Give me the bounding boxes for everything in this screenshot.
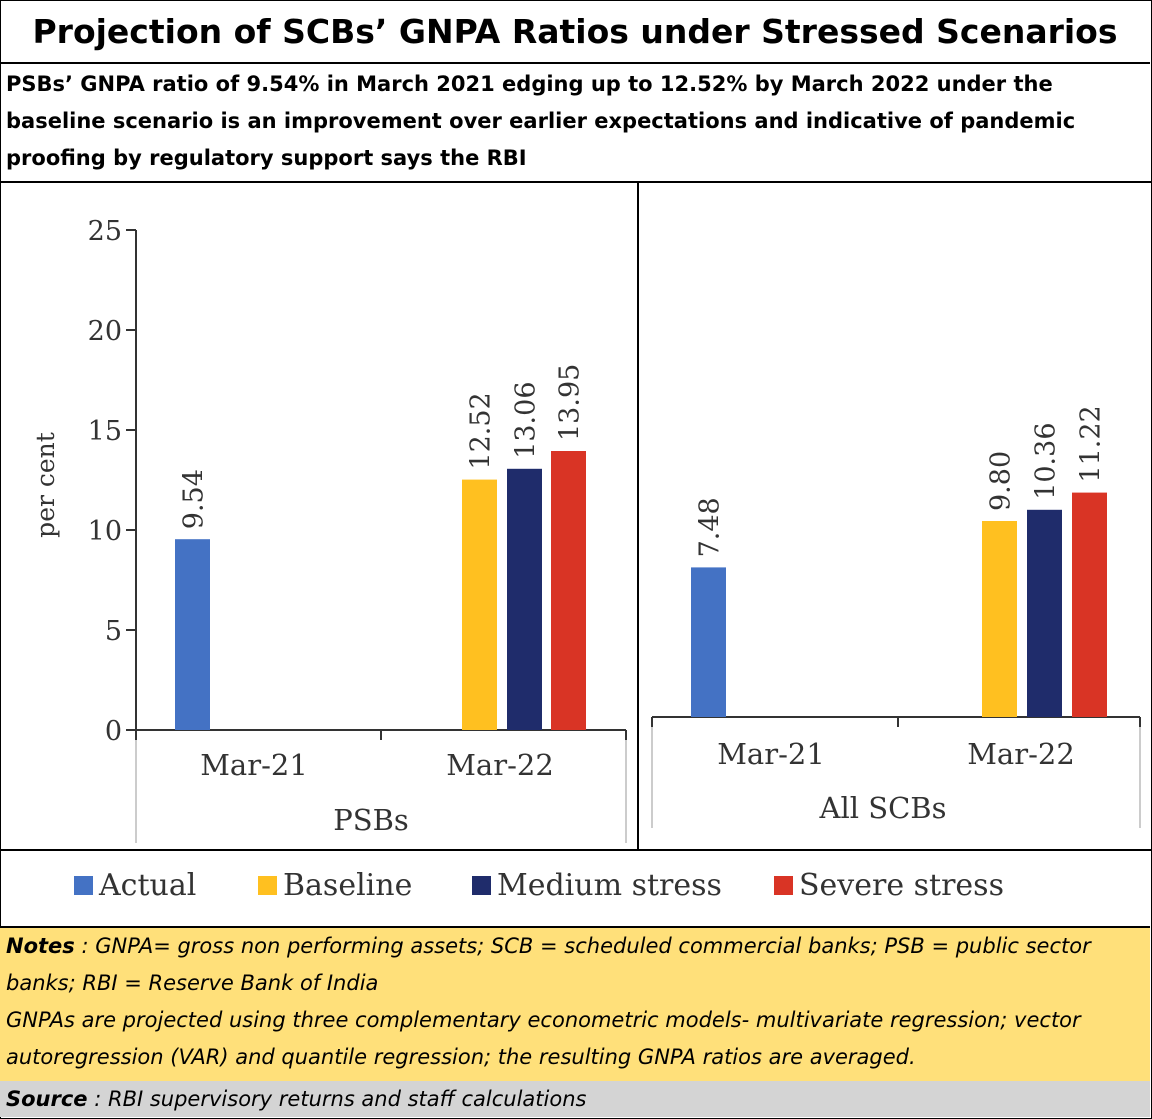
data-label-severe-stress-mar-22: 11.22 bbox=[1076, 405, 1107, 482]
y-tick-label: 5 bbox=[105, 616, 122, 647]
figure-subtitle: PSBs’ GNPA ratio of 9.54% in March 2021 … bbox=[6, 72, 1076, 170]
y-axis-label: per cent bbox=[31, 432, 60, 538]
source-text: : RBI supervisory returns and staff calc… bbox=[87, 1087, 587, 1111]
legend-swatch-severe-stress bbox=[774, 876, 793, 895]
bar-actual-mar-21 bbox=[175, 539, 210, 730]
bar-severe-stress-mar-22 bbox=[1072, 492, 1107, 717]
y-tick-label: 20 bbox=[88, 316, 122, 347]
legend-swatch-actual bbox=[74, 876, 93, 895]
chart-all-scbs: Mar-21 Mar-22 All SCBs 7.48 9.80 10.36 11.22 bbox=[651, 405, 1141, 828]
bar-actual-mar-21 bbox=[691, 567, 726, 717]
y-tick-label: 0 bbox=[105, 716, 122, 747]
data-label-medium-stress-mar-22: 10.36 bbox=[1031, 423, 1062, 500]
legend-label-actual: Actual bbox=[99, 868, 197, 903]
x-tick-label-mar-22: Mar-22 bbox=[967, 737, 1075, 771]
x-tick-label-mar-21: Mar-21 bbox=[200, 748, 308, 782]
legend-swatch-baseline bbox=[258, 876, 277, 895]
figure-title: Projection of SCBs’ GNPA Ratios under St… bbox=[0, 0, 1150, 64]
chart-bottom-divider bbox=[0, 849, 1152, 851]
legend-item-medium-stress: Medium stress bbox=[472, 868, 722, 903]
notes-definitions: Notes : GNPA= gross non performing asset… bbox=[0, 928, 1150, 1002]
bar-baseline-mar-22 bbox=[982, 521, 1017, 717]
x-tick-label-mar-22: Mar-22 bbox=[446, 748, 554, 782]
bar-medium-stress-mar-22 bbox=[1027, 509, 1062, 717]
data-label-actual-mar-21: 7.48 bbox=[695, 497, 726, 557]
bar-medium-stress-mar-22 bbox=[507, 468, 542, 730]
y-tick-label: 15 bbox=[88, 416, 122, 447]
notes-methodology: GNPAs are projected using three compleme… bbox=[6, 1008, 1081, 1069]
notes-heading: Notes bbox=[6, 934, 75, 958]
legend-item-actual: Actual bbox=[74, 868, 196, 903]
legend-item-severe-stress: Severe stress bbox=[774, 868, 1004, 903]
panel-divider bbox=[637, 181, 639, 849]
legend-swatch-medium-stress bbox=[472, 876, 491, 895]
bar-baseline-mar-22 bbox=[462, 479, 497, 730]
source-box: Source : RBI supervisory returns and sta… bbox=[0, 1081, 1150, 1117]
group-label-psbs: PSBs bbox=[333, 803, 409, 837]
data-label-medium-stress-mar-22: 13.06 bbox=[511, 382, 542, 459]
x-tick-label-mar-21: Mar-21 bbox=[717, 737, 825, 771]
data-label-actual-mar-21: 9.54 bbox=[179, 469, 210, 529]
chart-legend: Actual Baseline Medium stress Severe str… bbox=[0, 852, 1150, 924]
data-label-baseline-mar-22: 9.80 bbox=[986, 451, 1017, 511]
notes-box: Notes : GNPA= gross non performing asset… bbox=[0, 926, 1150, 1083]
source-heading: Source bbox=[6, 1087, 88, 1111]
notes-line-1: : GNPA= gross non performing assets; SCB… bbox=[6, 934, 1091, 995]
chart-psbs: 0 5 10 15 20 25 per cent Mar-21 Mar-22 PSBs 9.54 12… bbox=[31, 216, 627, 843]
group-label-all-scbs: All SCBs bbox=[819, 791, 947, 825]
legend-item-baseline: Baseline bbox=[258, 868, 412, 903]
legend-label-medium-stress: Medium stress bbox=[497, 868, 722, 903]
legend-label-severe-stress: Severe stress bbox=[799, 868, 1004, 903]
y-tick-label: 25 bbox=[88, 216, 122, 247]
data-label-severe-stress-mar-22: 13.95 bbox=[555, 364, 586, 441]
bar-severe-stress-mar-22 bbox=[551, 451, 586, 730]
subtitle-divider bbox=[0, 181, 1152, 183]
y-tick-label: 10 bbox=[88, 516, 122, 547]
legend-label-baseline: Baseline bbox=[283, 868, 413, 903]
data-label-baseline-mar-22: 12.52 bbox=[466, 392, 497, 469]
